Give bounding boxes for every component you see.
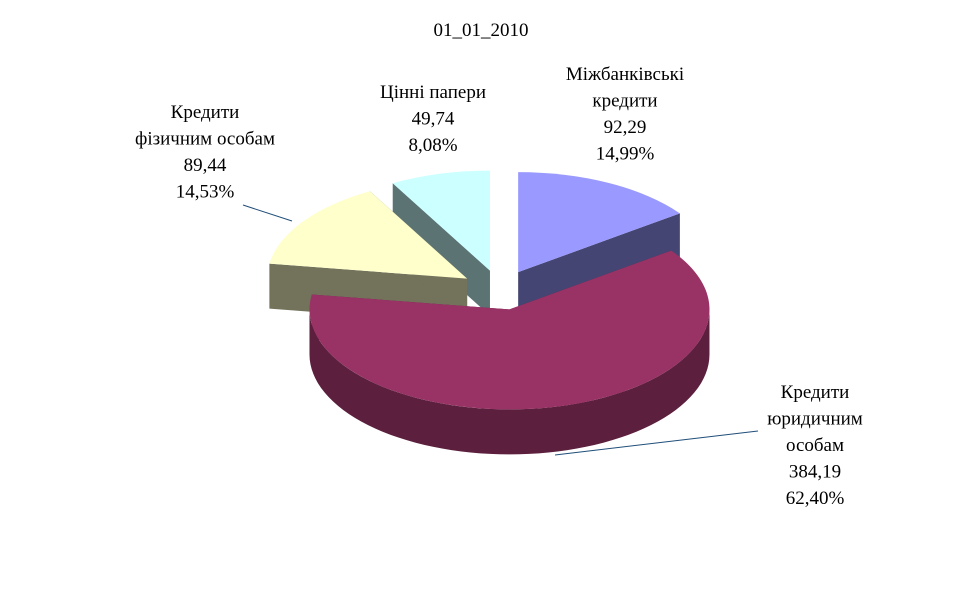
category-label: Цінні папери <box>380 82 486 103</box>
percent-label: 14,53% <box>176 182 235 203</box>
category-label: Кредити фізичним особам <box>135 102 275 150</box>
category-label: Кредити юридичним особам <box>767 382 863 456</box>
percent-label: 62,40% <box>786 488 845 509</box>
slice-side <box>518 213 680 318</box>
slice <box>392 170 490 271</box>
slice <box>309 250 710 410</box>
chart-title: 01_01_2010 <box>434 20 529 41</box>
value-label: 49,74 <box>412 109 455 130</box>
category-label: Міжбанківські кредити <box>566 64 684 112</box>
slice <box>518 172 680 273</box>
slice <box>269 191 468 279</box>
percent-label: 14,99% <box>596 144 655 165</box>
value-label: 89,44 <box>184 155 227 176</box>
value-label: 384,19 <box>789 462 841 483</box>
percent-label: 8,08% <box>408 135 457 156</box>
leader-line <box>554 430 759 456</box>
slice-wall <box>309 309 710 455</box>
value-label: 92,29 <box>604 117 647 138</box>
leader-line <box>242 204 293 222</box>
